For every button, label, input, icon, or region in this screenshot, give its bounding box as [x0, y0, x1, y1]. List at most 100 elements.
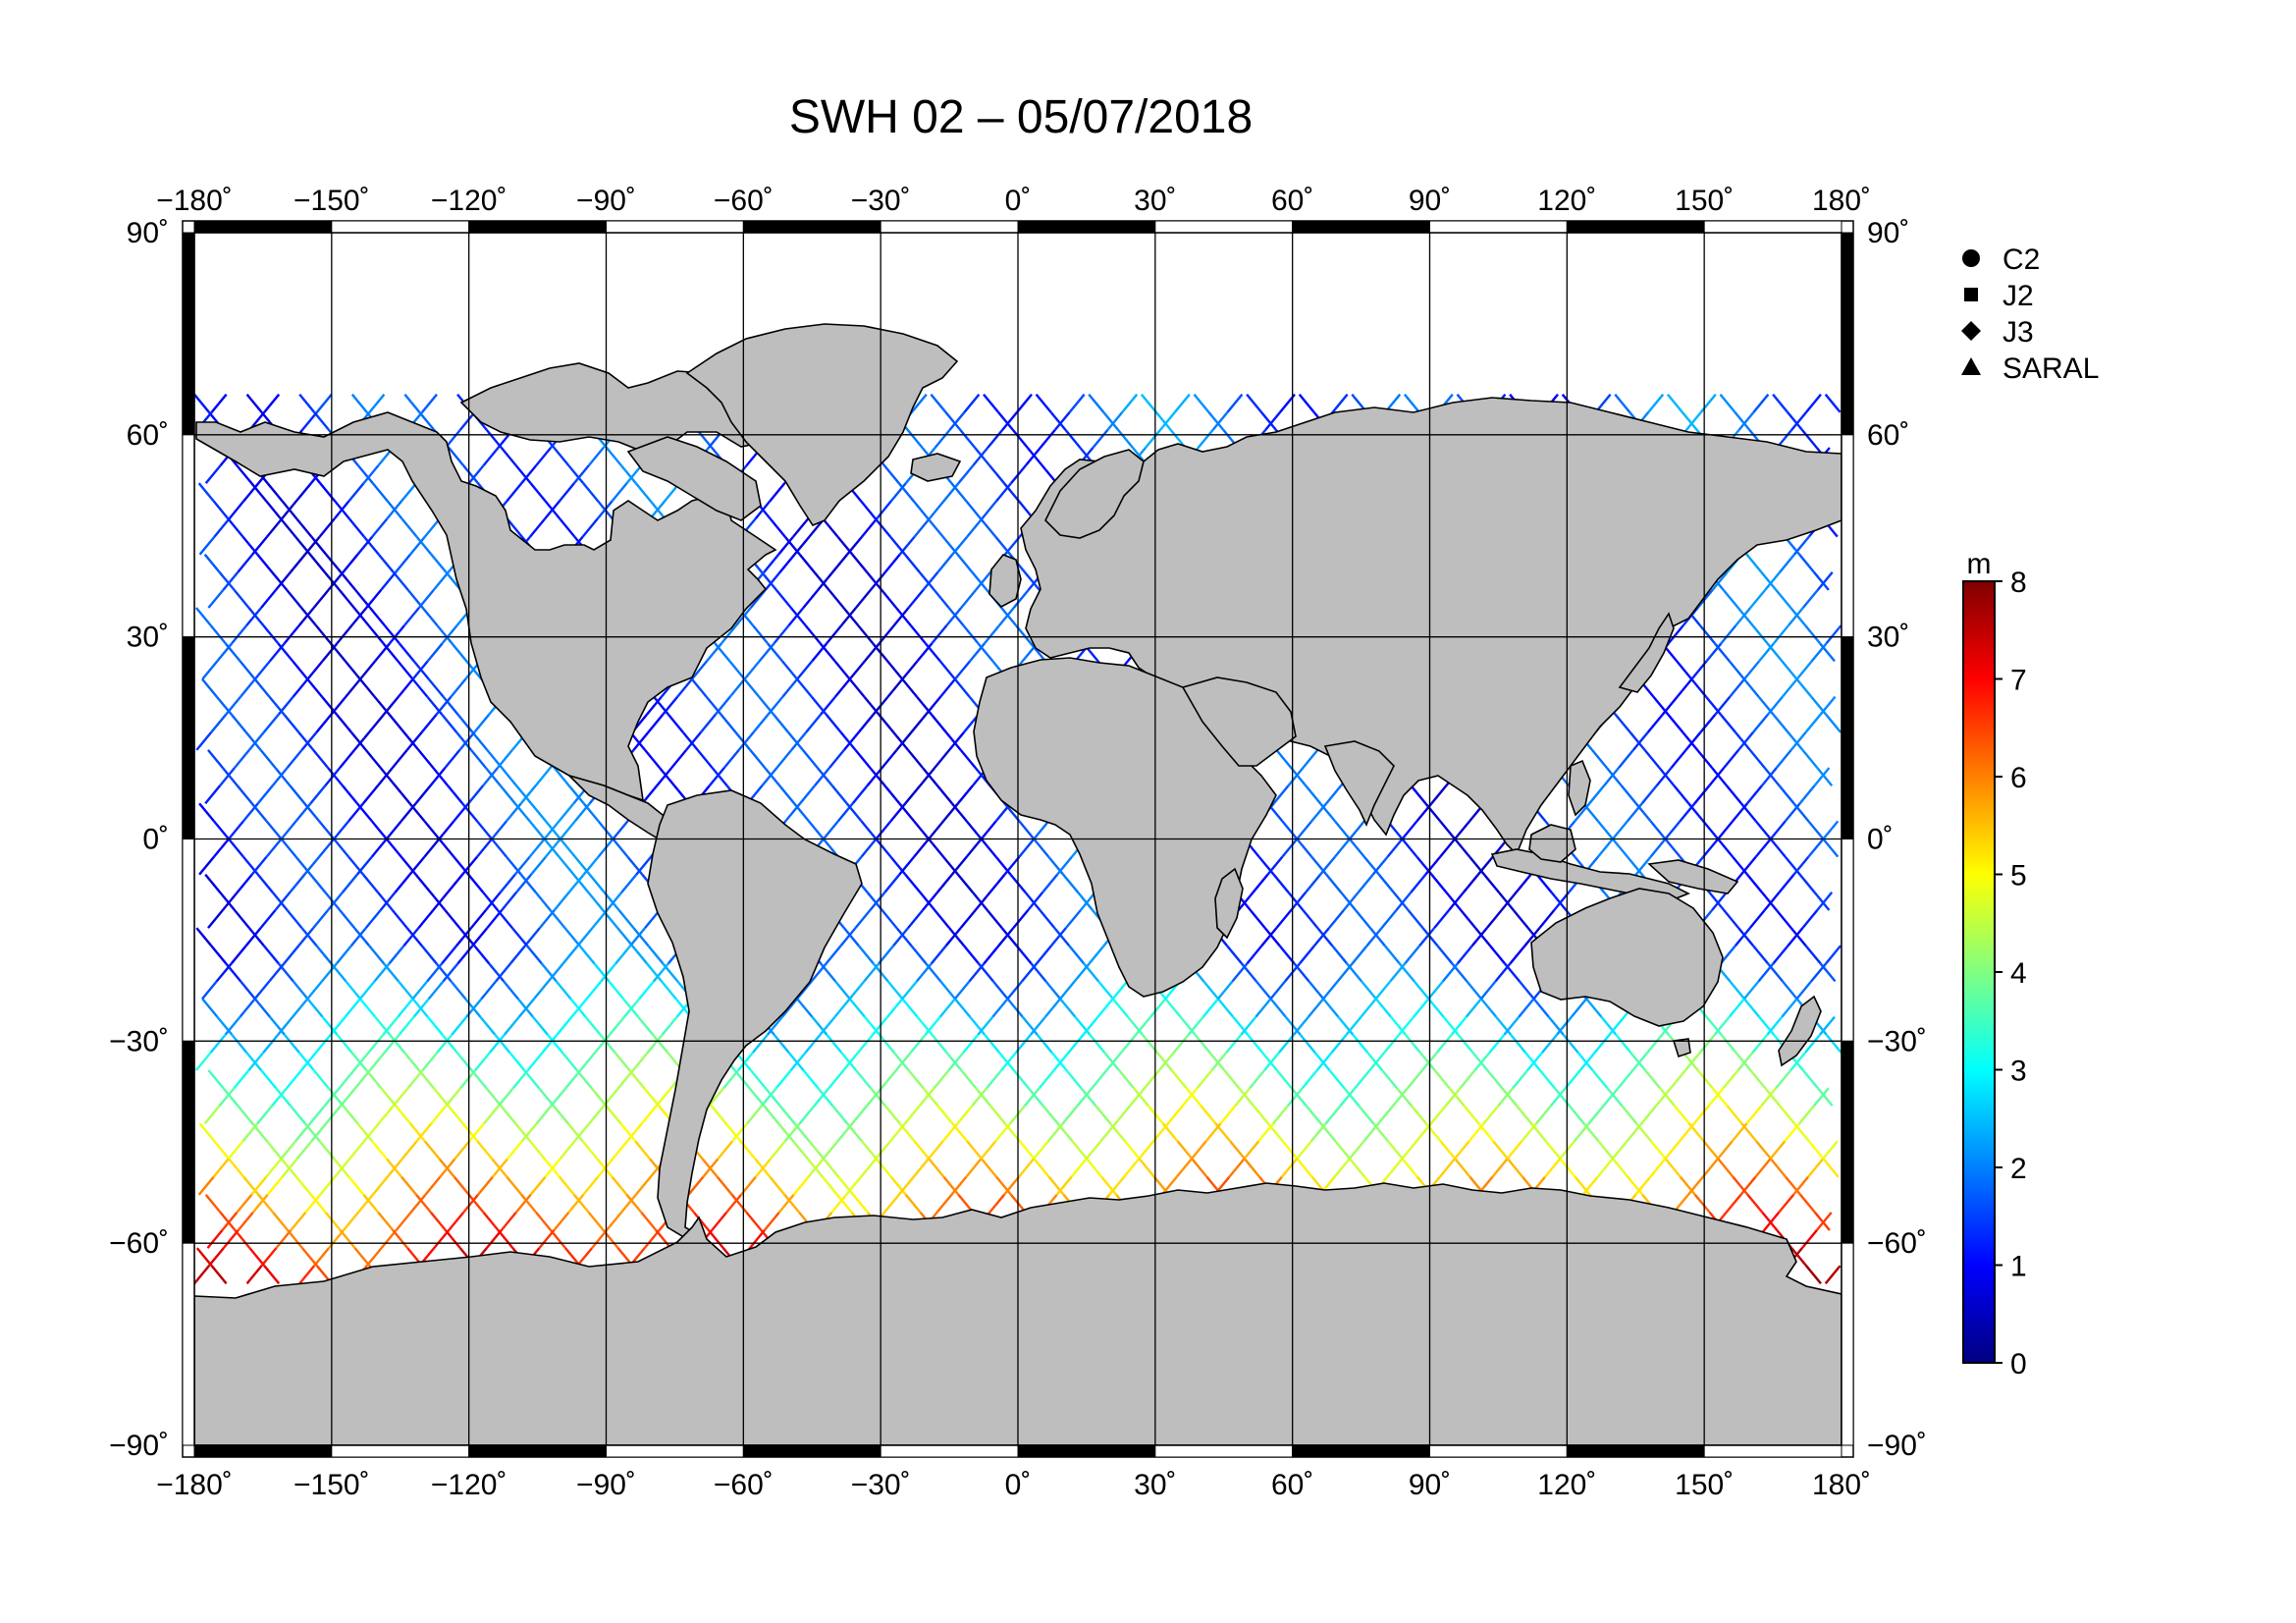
track-segment: [1670, 749, 1687, 769]
track-segment: [1333, 1158, 1351, 1178]
track-segment: [906, 429, 924, 449]
track-segment: [1779, 553, 1795, 573]
track-segment: [950, 1175, 968, 1196]
track-segment: [611, 1175, 628, 1196]
track-segment: [1114, 1105, 1132, 1125]
track-segment: [1316, 927, 1334, 947]
track-segment: [237, 1212, 254, 1231]
track-segment: [517, 998, 534, 1018]
track-segment: [700, 713, 717, 733]
track-segment: [802, 589, 820, 609]
track-segment: [582, 855, 600, 876]
track-segment: [210, 393, 228, 413]
track-segment: [796, 660, 814, 680]
track-segment: [365, 1247, 383, 1267]
track-segment: [629, 927, 647, 947]
track-segment: [1746, 873, 1763, 893]
track-segment: [274, 767, 292, 786]
track-segment: [1535, 873, 1553, 893]
track-segment: [1041, 1105, 1059, 1125]
track-segment: [1064, 909, 1082, 929]
track-segment: [622, 998, 640, 1018]
track-segment: [1194, 1033, 1211, 1054]
track-segment: [787, 1052, 805, 1071]
arabia-landmass: [1181, 676, 1297, 767]
track-segment: [336, 713, 352, 733]
japan-islands: [1618, 612, 1675, 693]
track-segment: [467, 784, 485, 805]
track-segment: [370, 820, 388, 840]
track-segment: [632, 1052, 649, 1071]
colorbar-tick-label: 7: [2010, 665, 2027, 697]
track-segment: [364, 749, 382, 769]
track-segment: [1360, 998, 1377, 1018]
track-segment: [1699, 1033, 1716, 1054]
lat-label-left: −30˚: [109, 1025, 169, 1057]
track-segment: [995, 482, 1012, 503]
track-segment: [619, 1194, 637, 1214]
lat-label-left: 90˚: [127, 217, 169, 249]
track-segment: [634, 1140, 652, 1161]
track-segment: [974, 892, 991, 911]
track-segment: [392, 1087, 409, 1107]
track-segment: [1676, 660, 1693, 680]
track-segment: [1068, 945, 1086, 965]
track-segment: [1736, 607, 1754, 626]
track-segment: [717, 1140, 734, 1161]
frame-segment-left: [182, 434, 195, 638]
track-segment: [1606, 1087, 1624, 1107]
track-segment: [848, 660, 866, 680]
track-segment: [895, 731, 913, 751]
track-segment: [939, 677, 957, 698]
track-segment: [339, 1229, 356, 1249]
lon-label-bottom: 60˚: [1271, 1469, 1313, 1501]
track-segment: [980, 517, 997, 538]
track-segment: [1055, 1175, 1073, 1196]
track-segment: [1596, 1158, 1614, 1178]
colorbar-tick-label: 0: [2010, 1348, 2027, 1380]
track-segment: [831, 553, 849, 573]
track-segment: [234, 1229, 251, 1249]
track-segment: [1711, 1087, 1729, 1107]
track-segment: [207, 749, 224, 769]
track-segment: [975, 571, 991, 591]
track-segment: [612, 820, 629, 840]
track-segment: [1816, 571, 1834, 591]
track-segment: [1211, 411, 1229, 431]
track-segment: [362, 1194, 380, 1214]
track-segment: [506, 1175, 523, 1196]
track-segment: [1269, 980, 1287, 1001]
track-segment: [254, 998, 271, 1018]
track-segment: [1427, 980, 1444, 1001]
track-segment: [1466, 980, 1483, 1001]
track-segment: [1538, 1069, 1556, 1089]
track-segment: [1474, 927, 1491, 947]
track-segment: [848, 998, 866, 1018]
track-segment: [310, 535, 328, 556]
track-segment: [956, 1105, 974, 1125]
track-segment: [304, 1194, 322, 1214]
track-segment: [876, 1158, 892, 1178]
track-segment: [1324, 1105, 1342, 1125]
track-segment: [1315, 1052, 1333, 1071]
track-segment: [442, 962, 459, 983]
track-segment: [971, 571, 988, 591]
track-segment: [983, 945, 1000, 965]
track-segment: [538, 1087, 555, 1107]
lon-label-top: 90˚: [1409, 185, 1451, 217]
track-segment: [835, 1194, 853, 1214]
track-segment: [377, 553, 395, 573]
track-segment: [300, 607, 317, 626]
track-segment: [429, 767, 447, 786]
track-segment: [941, 1122, 959, 1143]
track-segment: [1792, 802, 1810, 823]
track-segment: [1328, 909, 1345, 929]
track-segment: [875, 838, 892, 858]
track-segment: [1154, 411, 1172, 431]
track-segment: [1418, 927, 1436, 947]
track-segment: [528, 820, 546, 840]
track-segment: [348, 1140, 365, 1161]
track-segment: [1438, 1158, 1456, 1178]
track-segment: [550, 1229, 566, 1249]
track-segment: [298, 1265, 316, 1285]
